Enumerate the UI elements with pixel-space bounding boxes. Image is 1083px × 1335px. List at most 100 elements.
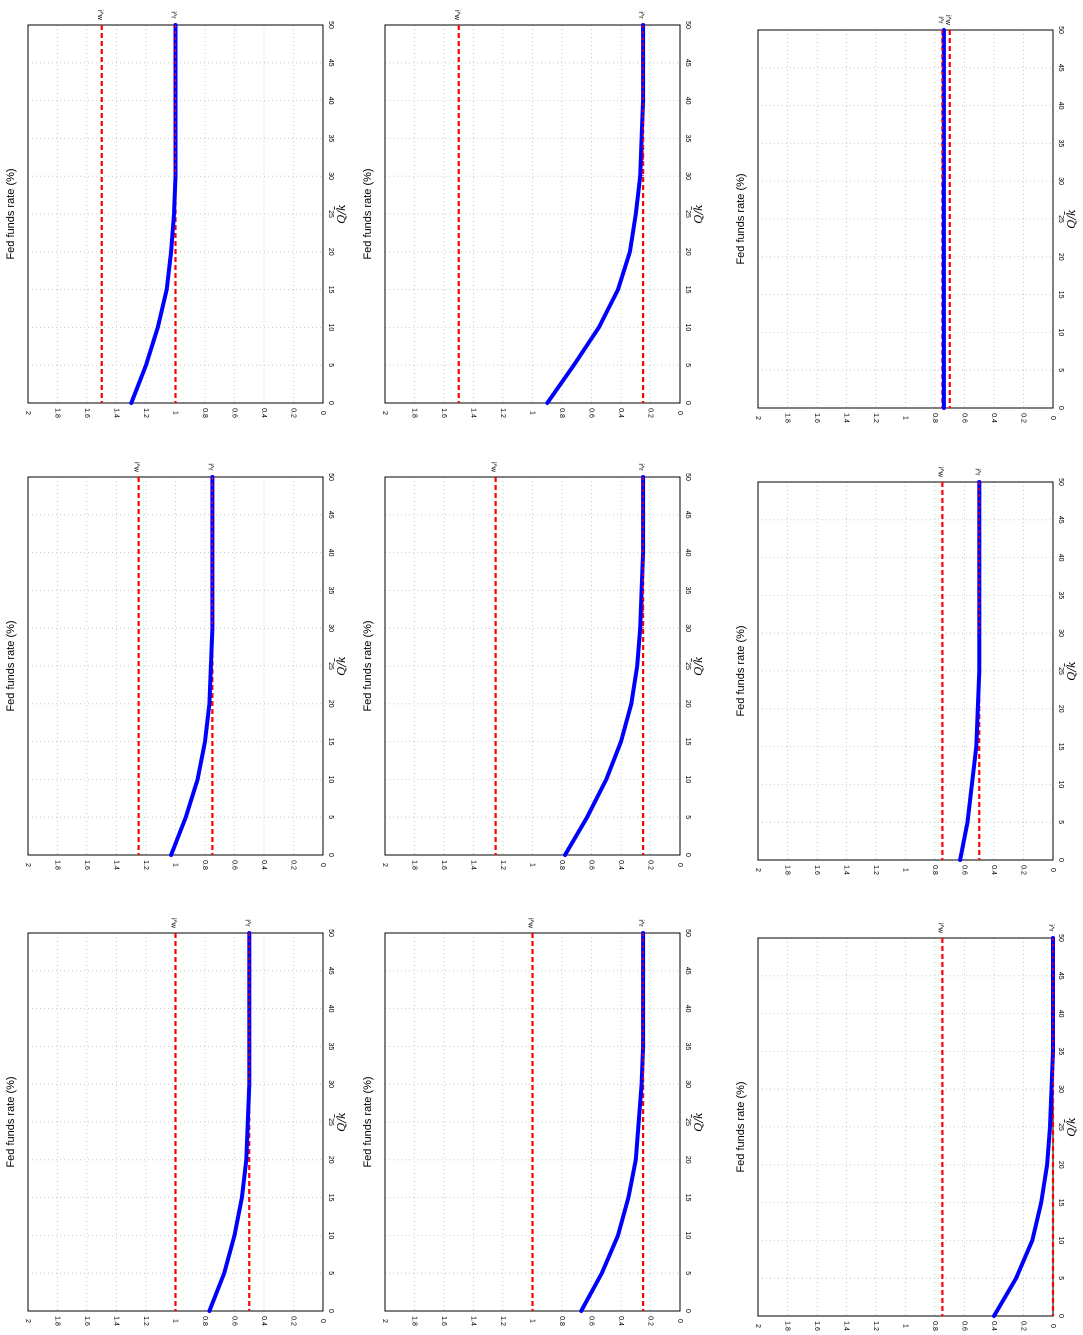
x-tick-label: 10	[1057, 781, 1064, 789]
y-tick-label: 0.4	[617, 860, 624, 870]
label-i-r: i^r	[170, 11, 177, 19]
y-tick-label: 0.4	[260, 408, 267, 418]
x-tick-label: 50	[1057, 934, 1064, 942]
y-tick-label: 1	[172, 863, 179, 867]
y-tick-label: 1	[529, 411, 536, 415]
y-tick-label: 1.8	[54, 1316, 61, 1326]
y-tick-label: 1.8	[784, 1321, 791, 1331]
y-tick-label: 1	[902, 868, 909, 872]
x-tick-label: 0	[684, 853, 691, 857]
plot-frame	[757, 481, 1054, 861]
x-tick-label: 40	[684, 97, 691, 105]
x-tick-label: 40	[1057, 1010, 1064, 1018]
y-tick-label: 2	[754, 416, 761, 420]
y-tick-label: 0.8	[201, 408, 208, 418]
y-tick-label: 0.8	[558, 408, 565, 418]
x-axis-title: Q/k̄	[335, 656, 348, 676]
y-tick-label: 0.6	[588, 1316, 595, 1326]
label-i-w: i^w	[936, 467, 943, 478]
label-i-r: i^r	[243, 919, 250, 927]
y-tick-label: 0.4	[260, 860, 267, 870]
x-tick-label: 5	[1057, 1276, 1064, 1280]
x-tick-label: 30	[684, 172, 691, 180]
y-tick-label: 0	[1049, 868, 1056, 872]
x-tick-label: 30	[1057, 177, 1064, 185]
y-tick-label: 0.4	[260, 1316, 267, 1326]
x-axis-title: Q/k̄	[1065, 209, 1078, 229]
y-tick-label: 0.4	[990, 413, 997, 423]
x-tick-label: 30	[1057, 1085, 1064, 1093]
x-tick-label: 20	[684, 1156, 691, 1164]
x-tick-label: 15	[1057, 743, 1064, 751]
x-tick-label: 0	[684, 401, 691, 405]
x-tick-label: 5	[684, 363, 691, 367]
y-tick-label: 0.4	[990, 865, 997, 875]
x-tick-label: 25	[684, 210, 691, 218]
x-tick-label: 40	[684, 1005, 691, 1013]
y-tick-label: 0.6	[961, 865, 968, 875]
label-i-r: i^r	[936, 16, 943, 24]
x-tick-label: 20	[684, 248, 691, 256]
y-tick-label: 0.2	[1020, 413, 1027, 423]
x-tick-label: 15	[327, 286, 334, 294]
y-tick-label: 1.8	[411, 408, 418, 418]
plot-frame	[384, 24, 681, 404]
chart-panel-5: 00.20.40.60.811.21.41.61.820510152025303…	[362, 462, 705, 870]
y-tick-label: 0.8	[558, 860, 565, 870]
x-tick-label: 10	[1057, 329, 1064, 337]
x-tick-label: 40	[684, 549, 691, 557]
y-tick-label: 1.8	[411, 1316, 418, 1326]
x-tick-label: 25	[1057, 215, 1064, 223]
y-axis-title: Fed funds rate (%)	[362, 168, 374, 259]
plot-frame	[757, 29, 1054, 409]
y-tick-label: 1.8	[784, 865, 791, 875]
y-tick-label: 0	[676, 863, 683, 867]
x-tick-label: 0	[684, 1309, 691, 1313]
x-tick-label: 35	[327, 1043, 334, 1051]
plot-frame	[384, 476, 681, 856]
x-tick-label: 5	[327, 1271, 334, 1275]
y-tick-label: 2	[381, 1319, 388, 1323]
y-tick-label: 0.8	[931, 413, 938, 423]
x-tick-label: 45	[684, 511, 691, 519]
plot-frame	[27, 476, 324, 856]
y-tick-label: 0	[319, 1319, 326, 1323]
x-tick-label: 0	[1057, 406, 1064, 410]
x-tick-label: 30	[327, 624, 334, 632]
x-tick-label: 30	[684, 624, 691, 632]
y-tick-label: 2	[381, 863, 388, 867]
x-tick-label: 20	[327, 248, 334, 256]
x-tick-label: 30	[684, 1080, 691, 1088]
y-tick-label: 0.2	[290, 1316, 297, 1326]
y-axis-title: Fed funds rate (%)	[362, 1076, 374, 1167]
label-i-w: i^w	[170, 918, 177, 929]
x-axis-title: Q/k̄	[1065, 1117, 1078, 1137]
y-tick-label: 0.6	[231, 1316, 238, 1326]
x-tick-label: 35	[684, 1043, 691, 1051]
x-tick-label: 45	[327, 59, 334, 67]
x-tick-label: 45	[684, 59, 691, 67]
x-tick-label: 5	[1057, 820, 1064, 824]
y-tick-label: 1.2	[872, 413, 879, 423]
x-tick-label: 35	[684, 135, 691, 143]
x-tick-label: 50	[684, 21, 691, 29]
x-tick-label: 25	[684, 1118, 691, 1126]
y-tick-label: 2	[24, 863, 31, 867]
x-axis-title: Q/k̄	[335, 204, 348, 224]
x-tick-label: 5	[684, 1271, 691, 1275]
y-tick-label: 1.2	[872, 865, 879, 875]
x-tick-label: 45	[1057, 516, 1064, 524]
y-tick-label: 0	[319, 863, 326, 867]
x-tick-label: 5	[327, 815, 334, 819]
x-tick-label: 50	[327, 473, 334, 481]
y-tick-label: 0.4	[990, 1321, 997, 1331]
y-tick-label: 0.2	[647, 1316, 654, 1326]
x-tick-label: 5	[684, 815, 691, 819]
y-axis-title: Fed funds rate (%)	[362, 620, 374, 711]
x-tick-label: 15	[327, 1194, 334, 1202]
y-tick-label: 0.6	[231, 860, 238, 870]
label-i-r: i^r	[1047, 924, 1054, 932]
label-i-w: i^w	[944, 15, 951, 26]
x-tick-label: 0	[327, 401, 334, 405]
x-tick-label: 45	[327, 967, 334, 975]
